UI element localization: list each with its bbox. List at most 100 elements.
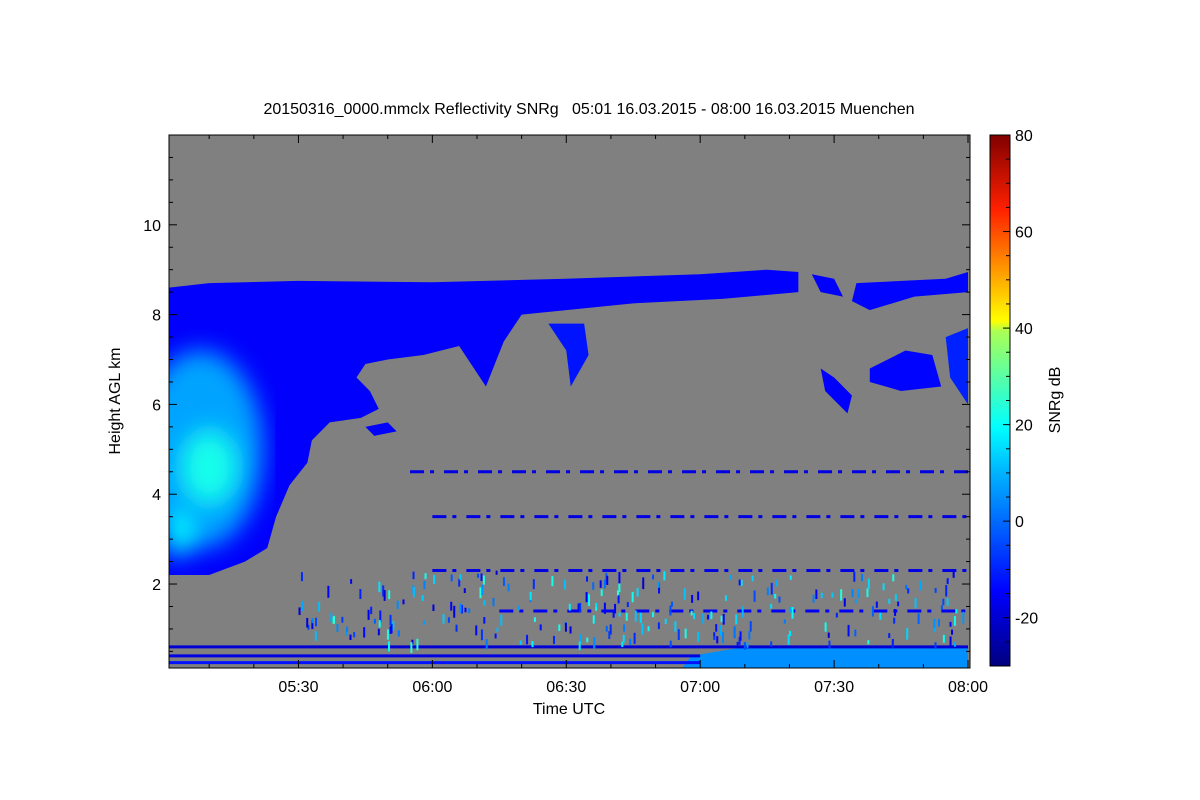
echo-speckle (736, 641, 739, 646)
echo-speckle (592, 582, 595, 590)
echo-speckle (953, 642, 956, 647)
colorbar-tick-label: 80 (1015, 128, 1033, 145)
echo-speckle (483, 600, 486, 606)
echo-speckle (386, 629, 389, 640)
echo-speckle (697, 591, 700, 601)
echo-speckle (383, 590, 386, 601)
echo-speckle (588, 594, 591, 606)
echo-speckle (702, 613, 705, 624)
echo-speckle (749, 621, 752, 632)
echo-speckle (373, 618, 376, 624)
echo-speckle (962, 611, 965, 624)
echo-speckle (336, 623, 339, 632)
echo-speckle (720, 615, 723, 623)
echo-speckle (350, 579, 353, 584)
echo-speckle (463, 588, 466, 594)
echo-speckle (621, 641, 624, 648)
colorbar-tick-label: 0 (1015, 514, 1024, 531)
echo-speckle (507, 583, 510, 592)
echo-speckle (664, 618, 667, 624)
echo-speckle (318, 601, 321, 612)
echo-speckle (625, 612, 628, 621)
echo-speckle (363, 627, 366, 638)
echo-speckle (828, 640, 831, 649)
echo-speckle (600, 589, 603, 597)
echo-speckle (502, 577, 505, 586)
echo-speckle (770, 641, 773, 647)
echo-speckle (410, 642, 413, 653)
echo-speckle (857, 588, 860, 599)
echo-speckle (482, 575, 485, 585)
x-tick-label: 05:30 (278, 679, 318, 696)
x-tick-label: 06:30 (546, 679, 586, 696)
echo-speckle (894, 608, 897, 616)
echo-speckle (946, 578, 949, 585)
echo-speckle (389, 626, 392, 634)
echo-speckle (951, 629, 954, 635)
echo-speckle (396, 600, 399, 609)
echo-speckle (748, 631, 751, 640)
echo-speckle (641, 623, 644, 635)
echo-speckle (599, 580, 602, 588)
echo-speckle (519, 640, 522, 645)
echo-cloud-anvil-tail (365, 422, 397, 436)
colorbar-tick-label: 20 (1015, 418, 1033, 435)
colorbar-tick-label: -20 (1015, 611, 1038, 628)
echo-speckle (450, 574, 453, 582)
colorbar-tick-label: 60 (1015, 225, 1033, 242)
echo-speckle (867, 578, 870, 589)
echo-speckle (311, 620, 314, 630)
y-tick-label: 10 (143, 218, 161, 235)
echo-speckle (942, 598, 945, 606)
echo-speckle (942, 634, 945, 643)
echo-speckle (500, 614, 503, 626)
echo-speckle (827, 632, 830, 638)
y-axis-label: Height AGL km (107, 347, 124, 454)
echo-speckle (713, 635, 716, 640)
y-tick-label: 8 (152, 308, 161, 325)
echo-speckle (421, 595, 424, 602)
echo-speckle (626, 602, 629, 608)
echo-speckle (606, 575, 609, 585)
echo-speckle (345, 630, 348, 636)
echo-mid-patch-3 (945, 328, 968, 405)
echo-speckle (311, 617, 314, 624)
echo-speckle (332, 617, 335, 624)
echo-speckle (866, 588, 869, 598)
echo-speckle (690, 610, 693, 616)
echo-speckle (577, 603, 580, 610)
echo-speckle (480, 573, 483, 581)
echo-speckle (539, 624, 542, 631)
echo-speckle (710, 611, 713, 620)
echo-ground-clutter (682, 646, 968, 668)
echo-speckle (517, 605, 520, 611)
echo-speckle (341, 616, 344, 623)
echo-speckle (481, 584, 484, 596)
echo-speckle (558, 624, 561, 631)
echo-speckle (532, 579, 535, 590)
x-tick-label: 07:00 (680, 679, 720, 696)
echo-speckle (770, 582, 773, 595)
echo-speckle (495, 570, 498, 575)
echo-speckle (447, 617, 450, 623)
echo-speckle (892, 574, 895, 582)
echo-speckle (905, 584, 908, 590)
echo-speckle (477, 573, 480, 578)
echo-speckle (953, 616, 956, 626)
echo-speckle (306, 617, 309, 628)
echo-speckle (934, 642, 937, 649)
echo-speckle (788, 607, 791, 613)
chart-title: 20150316_0000.mmclx Reflectivity SNRg 05… (263, 101, 914, 118)
echo-speckle (563, 579, 566, 590)
echo-speckle (945, 585, 948, 597)
echo-speckle (349, 634, 352, 640)
y-tick-label: 6 (152, 397, 161, 414)
echo-speckle (917, 613, 920, 624)
echo-speckle (529, 591, 532, 601)
echo-speckle (617, 595, 620, 604)
echo-speckle (568, 603, 571, 611)
echo-speckle (300, 572, 303, 582)
echo-speckle (459, 574, 462, 581)
echo-speckle (622, 634, 625, 643)
echo-speckle (634, 610, 637, 622)
